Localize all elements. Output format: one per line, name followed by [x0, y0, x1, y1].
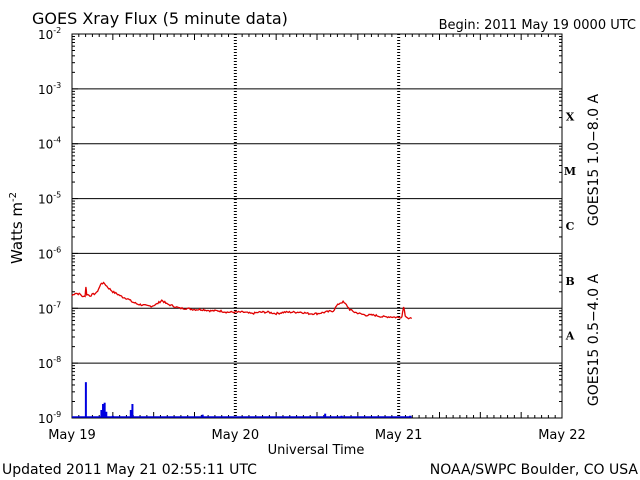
y-tick-label: 10-8: [38, 355, 61, 371]
x-tick-label: May 20: [212, 428, 260, 443]
series-layer: [71, 281, 413, 418]
y-tick-label: 10-3: [38, 81, 61, 97]
x-tick-label: May 21: [375, 428, 423, 443]
y-tick-label: 10-2: [38, 26, 61, 42]
updated-timestamp: Updated 2011 May 21 02:55:11 UTC: [2, 462, 257, 478]
flare-class-labels: X M C B A: [564, 110, 576, 342]
legend-series-short: GOES15 0.5−4.0 A: [586, 274, 602, 407]
y-tick-label: 10-4: [38, 136, 61, 152]
x-axis-label: Universal Time: [268, 443, 365, 458]
grid: [72, 34, 562, 418]
y-tick-label: 10-7: [38, 300, 61, 316]
plot-frame: [71, 33, 563, 419]
y-axis-label: Watts m-2: [8, 192, 26, 264]
series-long-line: [71, 281, 413, 320]
y-tick-label: 10-5: [38, 191, 61, 207]
x-tick-label: May 22: [538, 428, 586, 443]
flare-class-c: C: [566, 220, 575, 233]
flare-class-a: A: [565, 330, 575, 343]
credit-label: NOAA/SWPC Boulder, CO USA: [430, 462, 639, 478]
legend-series-long: GOES15 1.0−8.0 A: [586, 94, 602, 227]
flare-class-m: M: [564, 165, 576, 178]
flare-class-b: B: [565, 275, 574, 288]
axis-ticks: 10-2 10-3 10-4 10-5 10-6 10-7 10-8 10-9 May 19 Ma…: [38, 26, 586, 443]
x-tick-label: May 19: [48, 428, 96, 443]
chart-title: GOES Xray Flux (5 minute data): [32, 9, 288, 28]
y-tick-label: 10-6: [38, 245, 61, 261]
begin-label: Begin: 2011 May 19 0000 UTC: [439, 18, 636, 33]
flare-class-x: X: [566, 110, 575, 123]
y-tick-label: 10-9: [38, 410, 61, 426]
